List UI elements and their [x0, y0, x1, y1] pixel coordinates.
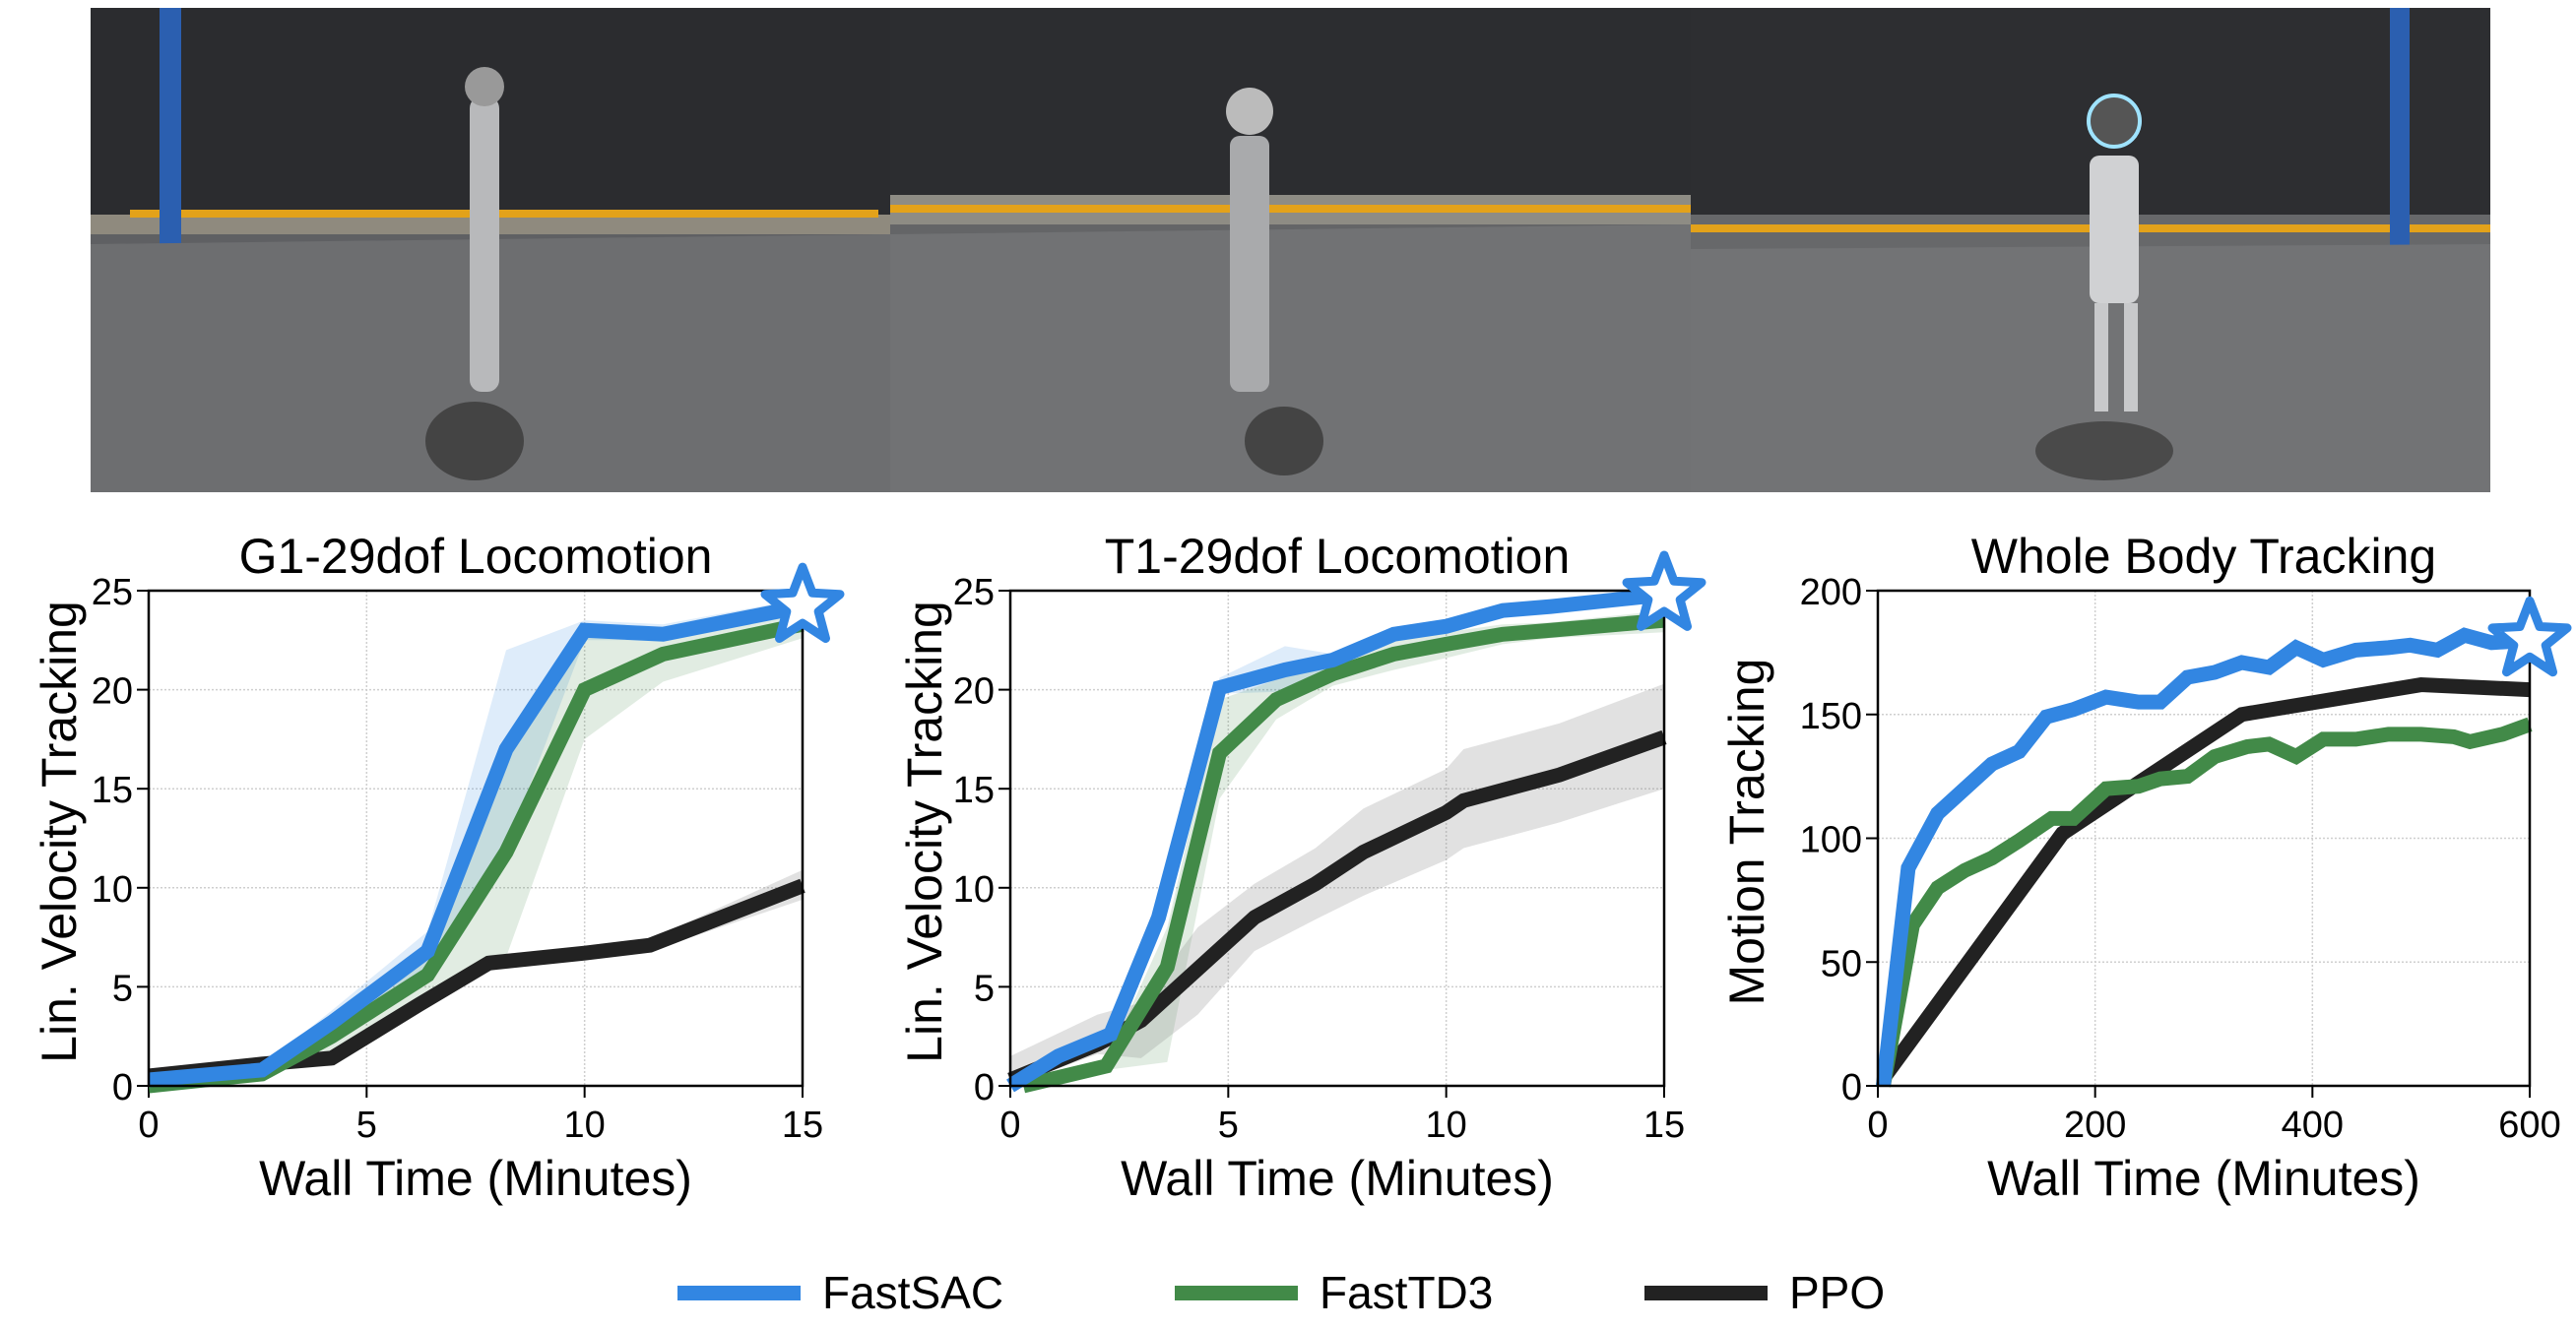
y-tick-label: 150: [1800, 696, 1862, 737]
series-line-fastsac: [1876, 627, 2531, 1087]
legend-label-ppo: PPO: [1789, 1267, 1886, 1318]
legend-label-fastsac: FastSAC: [822, 1267, 1004, 1318]
y-tick-label: 5: [112, 968, 133, 1009]
chart-title-g1: G1-29dof Locomotion: [238, 529, 713, 584]
best-star-marker: [1622, 550, 1707, 631]
best-star-marker: [2487, 596, 2572, 677]
x-tick-label: 15: [1643, 1105, 1685, 1146]
y-tick-label: 20: [953, 671, 995, 713]
x-axis-label-whole-body: Wall Time (Minutes): [1987, 1151, 2420, 1206]
chart-title-t1: T1-29dof Locomotion: [1104, 529, 1571, 584]
photo-g1-robot-walking: [91, 8, 890, 492]
y-axis-label-g1: Lin. Velocity Tracking: [32, 601, 87, 1063]
legend-item-fastsac: FastSAC: [677, 1263, 1003, 1322]
x-tick-label: 15: [782, 1105, 823, 1146]
x-tick-label: 0: [1867, 1105, 1888, 1146]
band-fasttd3: [149, 614, 803, 1086]
y-tick-label: 5: [974, 968, 995, 1009]
x-tick-label: 0: [999, 1105, 1020, 1146]
legend: FastSAC FastTD3 PPO: [0, 1263, 2576, 1322]
y-tick-label: 15: [92, 770, 133, 811]
y-tick-label: 0: [1841, 1067, 1862, 1108]
legend-swatch-fastsac: [677, 1285, 801, 1300]
best-star-marker: [760, 562, 845, 643]
y-tick-label: 15: [953, 770, 995, 811]
x-tick-label: 0: [138, 1105, 159, 1146]
plot-frame: [1876, 589, 2532, 1088]
y-tick-label: 0: [974, 1067, 995, 1108]
x-tick-label: 5: [1218, 1105, 1239, 1146]
series-line-fastsac: [1006, 587, 1665, 1093]
x-tick-label: 600: [2498, 1105, 2560, 1146]
y-tick-label: 20: [92, 671, 133, 713]
legend-swatch-ppo: [1644, 1285, 1768, 1300]
x-tick-label: 200: [2064, 1105, 2126, 1146]
y-tick-label: 0: [112, 1067, 133, 1108]
plot-frame: [1008, 589, 1666, 1088]
x-tick-label: 10: [1426, 1105, 1467, 1146]
y-tick-label: 25: [92, 572, 133, 613]
series-line-fasttd3: [1876, 717, 2533, 1088]
legend-swatch-fasttd3: [1175, 1285, 1298, 1300]
legend-item-fasttd3: FastTD3: [1175, 1263, 1493, 1322]
legend-item-ppo: PPO: [1644, 1263, 1885, 1322]
y-tick-label: 10: [953, 869, 995, 911]
x-axis-label-g1: Wall Time (Minutes): [259, 1151, 692, 1206]
plot-frame: [147, 589, 805, 1088]
y-axis-label-whole-body: Motion Tracking: [1719, 658, 1774, 1006]
x-tick-label: 5: [356, 1105, 377, 1146]
series-line-fasttd3: [1021, 612, 1665, 1094]
x-tick-label: 400: [2282, 1105, 2344, 1146]
photo-robot-whole-body-tracking: [1691, 8, 2490, 492]
y-tick-label: 10: [92, 869, 133, 911]
photo-t1-robot-walking: [890, 8, 1691, 492]
y-tick-label: 50: [1821, 943, 1862, 984]
x-axis-label-t1: Wall Time (Minutes): [1121, 1151, 1554, 1206]
legend-label-fasttd3: FastTD3: [1320, 1267, 1494, 1318]
x-tick-label: 10: [564, 1105, 606, 1146]
y-tick-label: 200: [1800, 572, 1862, 613]
series-line-ppo: [1877, 677, 2531, 1083]
chart-title-whole-body: Whole Body Tracking: [1970, 529, 2437, 584]
y-axis-label-t1: Lin. Velocity Tracking: [897, 601, 952, 1063]
series-line-fastsac: [148, 599, 805, 1088]
y-tick-label: 100: [1800, 820, 1862, 861]
band-fasttd3: [1023, 610, 1664, 1086]
y-tick-label: 25: [953, 572, 995, 613]
